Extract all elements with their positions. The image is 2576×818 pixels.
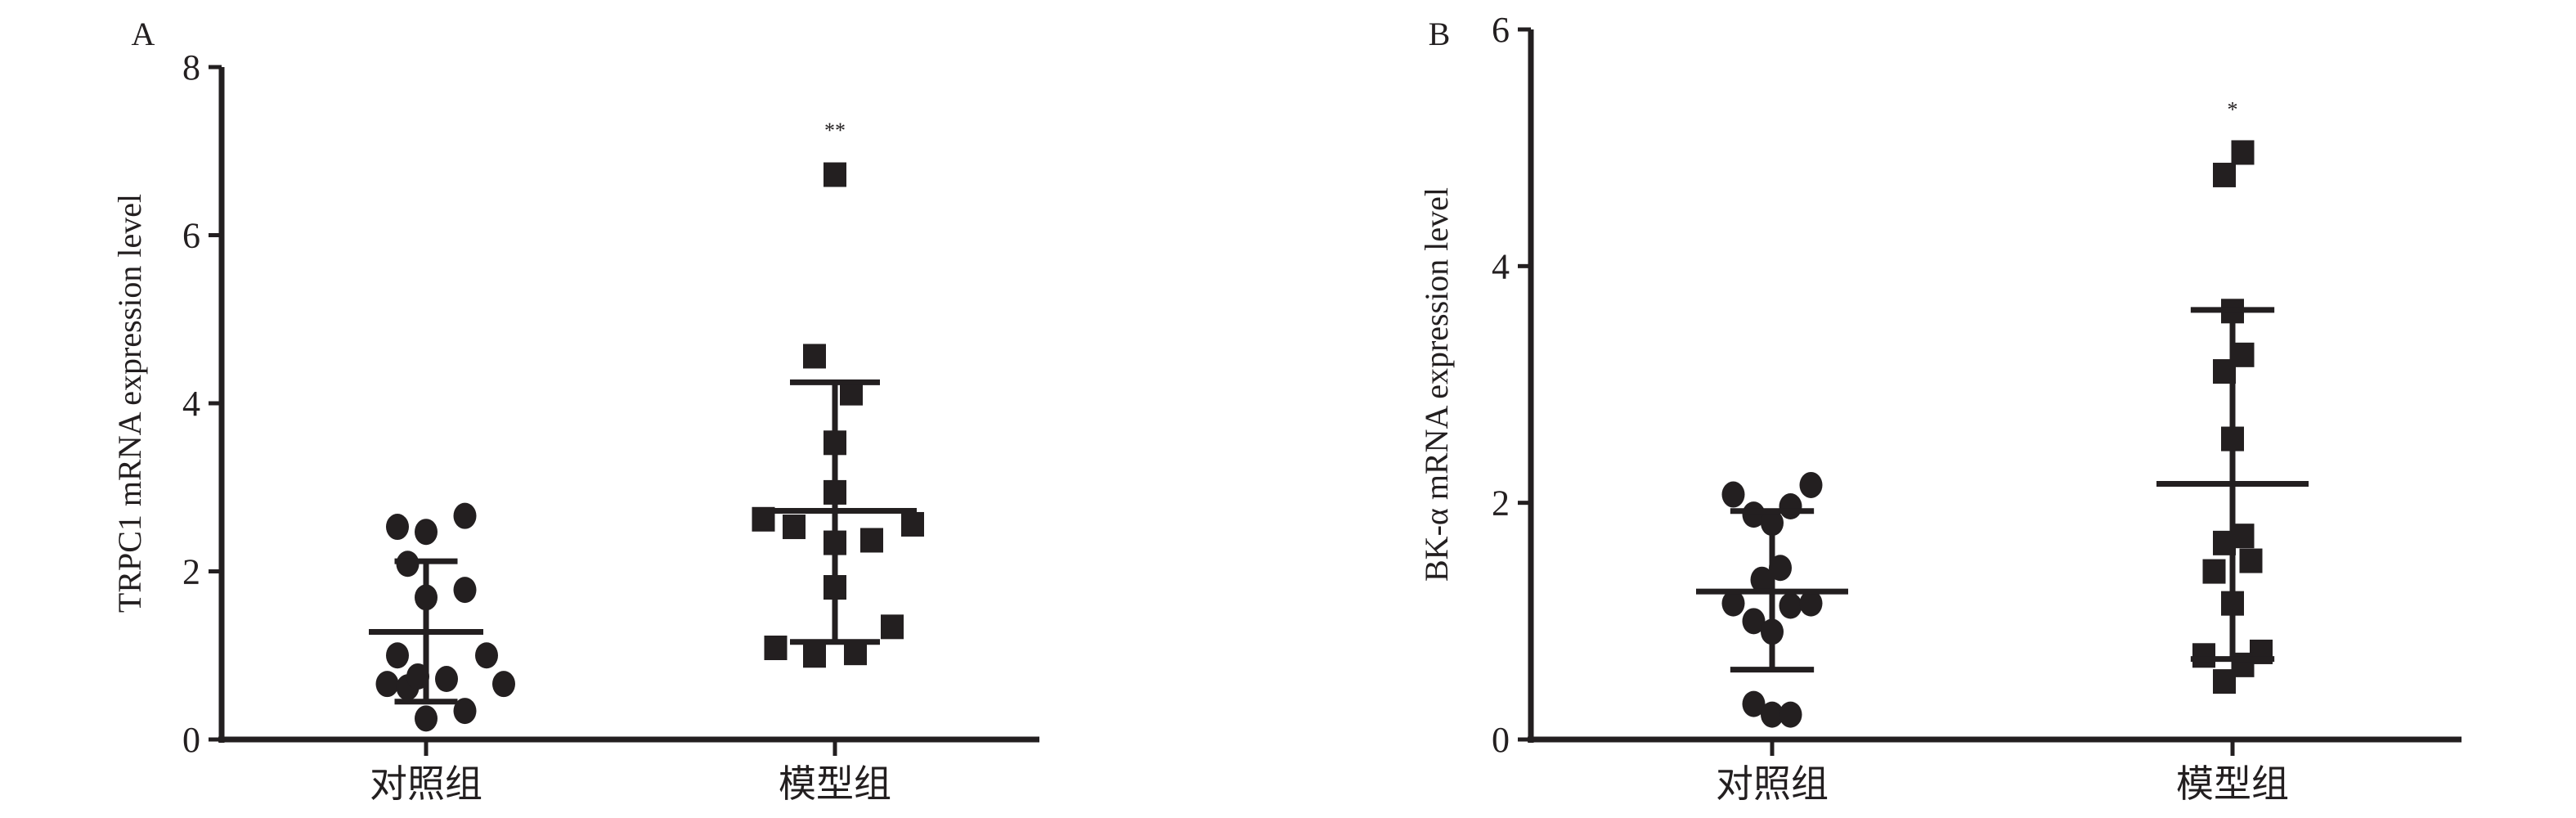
data-point-square <box>803 344 826 369</box>
x-tick-label: 对照组 <box>370 763 482 805</box>
data-point-square <box>881 614 904 640</box>
data-point-square <box>2213 162 2236 187</box>
y-axis-label: BK-α mRNA expression level <box>1418 187 1455 582</box>
data-point-circle <box>1799 590 1823 617</box>
data-point-square <box>901 511 924 537</box>
significance-marker: * <box>2228 98 2238 122</box>
series-model: * <box>2156 98 2309 694</box>
panel-A: A 0 2 4 6 8 TRPC1 mRNA expression level 对照组 模型组 *… <box>111 16 1039 805</box>
y-tick-label: 2 <box>1492 483 1510 524</box>
data-point-circle <box>1742 501 1766 528</box>
data-point-circle <box>1750 566 1774 593</box>
data-point-square <box>2213 669 2236 694</box>
panel-label: A <box>132 16 155 52</box>
y-tick-label: 6 <box>182 216 200 256</box>
data-point-circle <box>453 698 477 725</box>
data-point-square <box>2202 559 2226 584</box>
y-tick-label: 4 <box>1492 246 1510 286</box>
data-point-circle <box>1761 701 1784 728</box>
data-point-circle <box>1799 471 1823 498</box>
data-point-circle <box>492 671 515 698</box>
data-point-square <box>764 636 788 661</box>
data-point-circle <box>453 502 477 529</box>
data-point-circle <box>475 642 498 669</box>
data-point-circle <box>435 666 458 693</box>
data-point-square <box>860 528 883 553</box>
y-axis-label: TRPC1 mRNA expression level <box>111 194 148 613</box>
data-point-circle <box>453 577 477 604</box>
data-point-square <box>824 162 846 187</box>
x-tick-label: 对照组 <box>1716 763 1829 805</box>
data-point-circle <box>375 671 399 698</box>
significance-marker: ** <box>824 119 846 142</box>
data-point-circle <box>415 519 438 546</box>
y-tick-label: 4 <box>182 384 200 424</box>
data-point-circle <box>1779 701 1802 728</box>
series-control <box>1696 471 1848 728</box>
data-point-square <box>803 643 826 668</box>
data-point-circle <box>415 705 438 732</box>
panel-B: B 0 2 4 6 BK-α mRNA expression level 对照组 模型组 * <box>1418 10 2462 805</box>
data-point-square <box>2239 548 2263 573</box>
data-point-circle <box>1721 481 1745 508</box>
y-tick-label: 8 <box>182 47 200 88</box>
series-model: ** <box>752 119 924 668</box>
data-point-circle <box>1779 493 1802 520</box>
data-point-circle <box>1742 690 1766 717</box>
x-tick-label: 模型组 <box>2176 763 2289 805</box>
y-tick-label: 0 <box>1492 720 1510 760</box>
data-point-square <box>2231 140 2255 165</box>
data-point-square <box>2192 643 2215 668</box>
data-point-circle <box>1721 590 1745 617</box>
data-point-square <box>783 515 806 540</box>
data-point-circle <box>1742 608 1766 635</box>
data-point-circle <box>1779 592 1802 619</box>
panel-label: B <box>1429 16 1451 52</box>
y-tick-label: 0 <box>182 720 200 760</box>
y-tick-label: 6 <box>1492 10 1510 50</box>
series-control <box>369 502 515 732</box>
data-point-circle <box>386 642 409 669</box>
y-tick-label: 2 <box>182 552 200 592</box>
x-tick-label: 模型组 <box>779 763 891 805</box>
data-point-circle <box>386 514 409 541</box>
